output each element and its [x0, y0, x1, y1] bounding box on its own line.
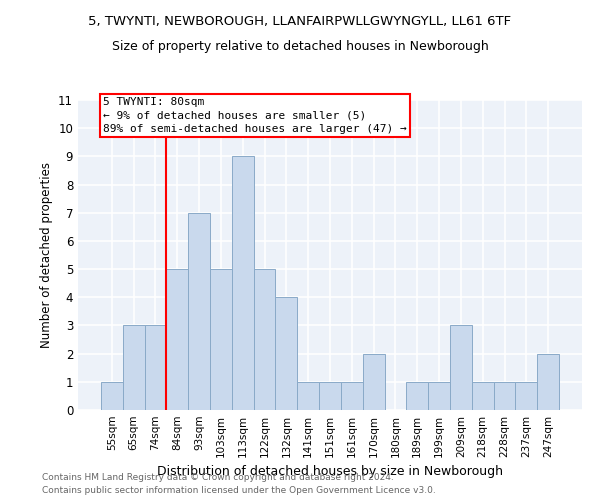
Text: Size of property relative to detached houses in Newborough: Size of property relative to detached ho… — [112, 40, 488, 53]
X-axis label: Distribution of detached houses by size in Newborough: Distribution of detached houses by size … — [157, 466, 503, 478]
Bar — [428, 382, 450, 410]
Y-axis label: Number of detached properties: Number of detached properties — [40, 162, 53, 348]
Bar — [341, 382, 363, 410]
Bar — [537, 354, 559, 410]
Bar — [210, 269, 232, 410]
Bar — [494, 382, 515, 410]
Bar — [450, 326, 472, 410]
Text: 5, TWYNTI, NEWBOROUGH, LLANFAIRPWLLGWYNGYLL, LL61 6TF: 5, TWYNTI, NEWBOROUGH, LLANFAIRPWLLGWYNG… — [88, 15, 512, 28]
Bar — [188, 212, 210, 410]
Bar — [275, 298, 297, 410]
Bar — [406, 382, 428, 410]
Bar — [254, 269, 275, 410]
Bar — [101, 382, 123, 410]
Bar — [166, 269, 188, 410]
Bar — [319, 382, 341, 410]
Bar — [363, 354, 385, 410]
Bar — [472, 382, 494, 410]
Bar — [123, 326, 145, 410]
Text: 5 TWYNTI: 80sqm
← 9% of detached houses are smaller (5)
89% of semi-detached hou: 5 TWYNTI: 80sqm ← 9% of detached houses … — [103, 97, 407, 134]
Bar — [515, 382, 537, 410]
Text: Contains public sector information licensed under the Open Government Licence v3: Contains public sector information licen… — [42, 486, 436, 495]
Bar — [145, 326, 166, 410]
Bar — [232, 156, 254, 410]
Bar — [297, 382, 319, 410]
Text: Contains HM Land Registry data © Crown copyright and database right 2024.: Contains HM Land Registry data © Crown c… — [42, 474, 394, 482]
